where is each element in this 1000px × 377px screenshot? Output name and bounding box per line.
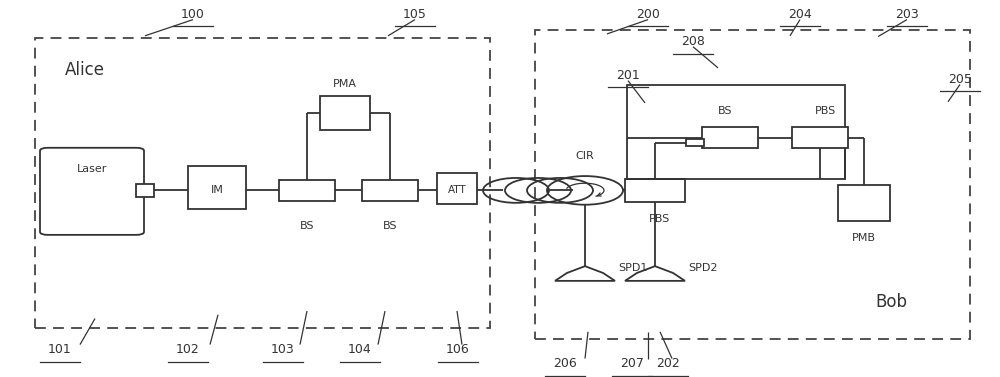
Text: 105: 105 — [403, 8, 427, 21]
Text: CIR: CIR — [576, 151, 594, 161]
Text: Laser: Laser — [77, 164, 107, 174]
Text: PBS: PBS — [814, 106, 836, 116]
FancyBboxPatch shape — [40, 148, 144, 235]
Text: ATT: ATT — [448, 185, 466, 195]
Text: BS: BS — [718, 106, 732, 116]
Polygon shape — [625, 266, 685, 281]
FancyBboxPatch shape — [320, 96, 370, 130]
FancyBboxPatch shape — [362, 180, 418, 201]
Polygon shape — [555, 266, 615, 281]
Text: 204: 204 — [788, 8, 812, 21]
FancyBboxPatch shape — [437, 173, 477, 204]
Text: SPD1: SPD1 — [618, 264, 647, 273]
Text: 208: 208 — [681, 35, 705, 48]
Text: BS: BS — [300, 221, 314, 231]
Text: 102: 102 — [176, 343, 200, 356]
Text: 205: 205 — [948, 73, 972, 86]
Text: 201: 201 — [616, 69, 640, 82]
FancyBboxPatch shape — [838, 185, 890, 221]
FancyBboxPatch shape — [136, 184, 154, 197]
Text: 203: 203 — [895, 8, 919, 21]
FancyBboxPatch shape — [702, 127, 758, 148]
FancyBboxPatch shape — [625, 179, 685, 202]
Text: PMB: PMB — [852, 233, 876, 243]
Text: 106: 106 — [446, 343, 470, 356]
Text: 206: 206 — [553, 357, 577, 370]
Text: BS: BS — [383, 221, 397, 231]
Text: PMA: PMA — [333, 79, 357, 89]
Text: 207: 207 — [620, 357, 644, 370]
Text: 104: 104 — [348, 343, 372, 356]
Text: Bob: Bob — [875, 293, 907, 311]
Text: 101: 101 — [48, 343, 72, 356]
Text: SPD2: SPD2 — [688, 264, 718, 273]
Text: IM: IM — [211, 185, 223, 195]
Text: 100: 100 — [181, 8, 205, 21]
Text: PBS: PBS — [649, 215, 671, 224]
FancyBboxPatch shape — [188, 166, 246, 209]
Text: 202: 202 — [656, 357, 680, 370]
Text: 103: 103 — [271, 343, 295, 356]
FancyBboxPatch shape — [792, 127, 848, 148]
FancyBboxPatch shape — [686, 139, 704, 146]
FancyBboxPatch shape — [279, 180, 335, 201]
Text: 200: 200 — [636, 8, 660, 21]
Text: Alice: Alice — [65, 61, 105, 80]
